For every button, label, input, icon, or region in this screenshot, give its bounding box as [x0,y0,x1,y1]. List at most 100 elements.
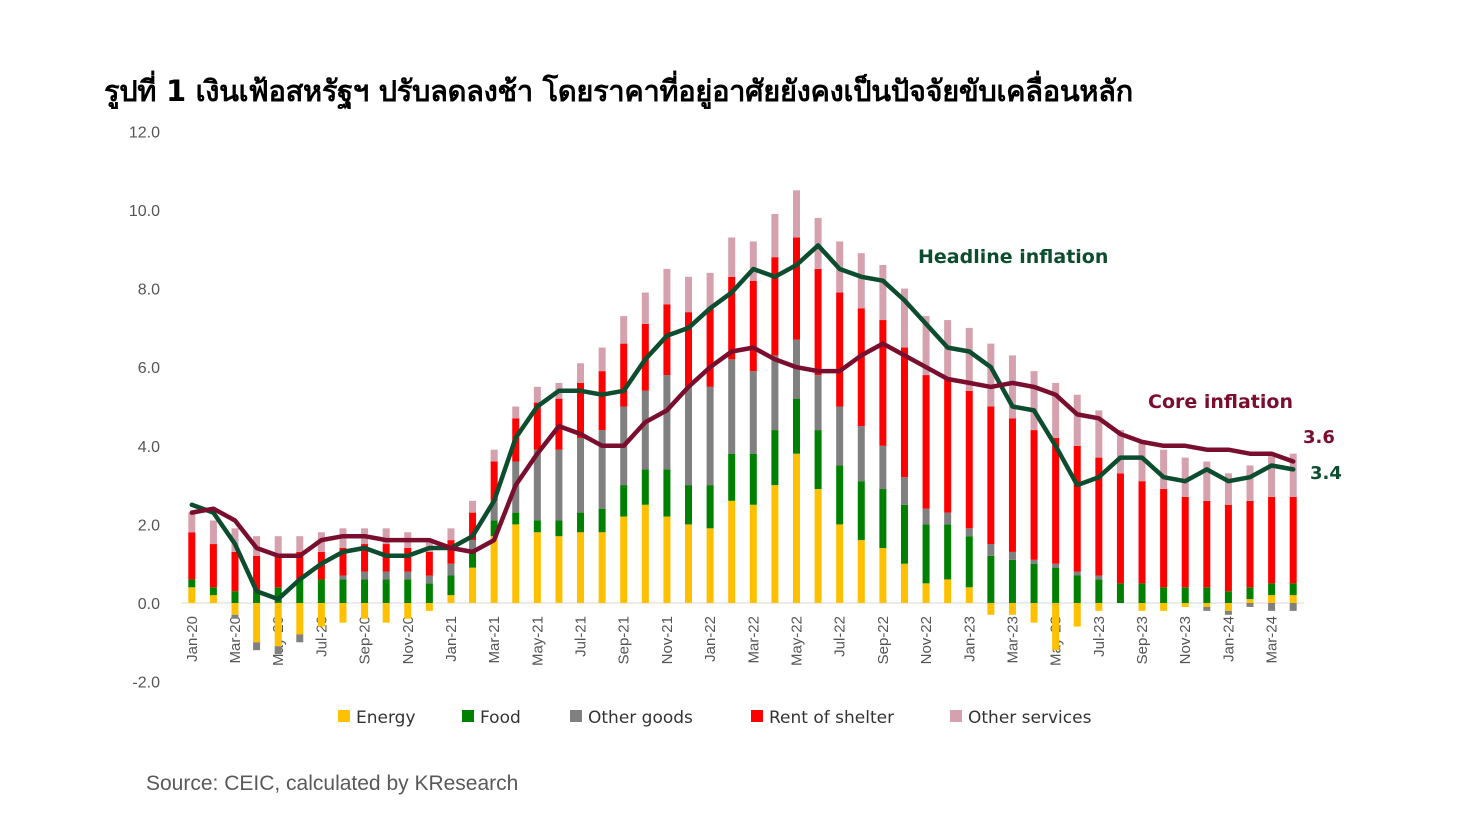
bar-segment [792,190,800,238]
bar-segment [663,469,671,517]
bar-segment [577,512,585,533]
x-tick-label: Mar-20 [227,616,244,664]
bar-segment [879,265,887,321]
bar-segment [209,544,217,588]
source-note: Source: CEIC, calculated by KResearch [146,772,519,795]
bar-segment [728,237,736,277]
bar-segment [490,536,498,603]
bar-segment [469,500,477,513]
bar-segment [339,547,347,576]
y-axis: -2.0 0.0 2.0 4.0 6.0 8.0 10.0 12.0 [129,124,160,691]
bar-segment [965,390,973,529]
bar-segment [836,465,844,525]
bar-segment [879,547,887,603]
bar-segment [814,430,822,490]
bar-segment [728,276,736,360]
legend-swatch [950,710,962,722]
bar-segment [1008,603,1016,615]
bar-segment [944,579,952,603]
x-tick-label: May-22 [788,616,805,666]
x-tick-label: Jul-20 [313,616,330,657]
bar-segment [814,268,822,376]
bar-segment [728,359,736,454]
bar-segment [296,634,304,643]
bar-segment [685,386,693,486]
bar-segment [533,532,541,603]
bar-segment [1073,575,1081,603]
bar-segment [987,603,995,615]
bar-segment [749,504,757,603]
y-tick-label: 4.0 [138,439,160,456]
bar-segment [1181,496,1189,588]
bar-segment [706,308,714,387]
bar-segment [447,595,455,603]
bar-segment [361,544,369,572]
bar-segment [836,406,844,466]
x-tick-label: Jan-24 [1220,616,1237,662]
annotations: Headline inflation Core inflation 3.6 3.… [918,246,1342,484]
x-tick-label: May-21 [529,616,546,666]
bar-segment [922,375,930,509]
bar-segment [1008,551,1016,560]
bar-segment [231,603,239,615]
legend-swatch [338,710,350,722]
bar-segment [641,390,649,470]
x-tick-label: Sep-22 [875,616,892,664]
x-tick-label: Jan-23 [961,616,978,662]
y-tick-label: 10.0 [129,203,160,220]
bar-segment [857,426,865,482]
bar-segment [965,528,973,537]
bar-segment [987,555,995,603]
bar-segment [1030,603,1038,623]
bar-segment [447,563,455,576]
bar-segment [1073,603,1081,627]
bar-segment [922,524,930,584]
bar-segment [771,430,779,486]
bar-segment [922,583,930,603]
bar-segment [1008,418,1016,552]
bar-segment [1008,355,1016,419]
bar-segment [965,327,973,391]
bar-segment [188,512,196,533]
bar-segment [253,591,261,603]
bar-segment [641,469,649,505]
bar-segment [728,453,736,501]
bar-segment [1052,567,1060,603]
x-tick-label: Mar-22 [745,616,762,664]
x-tick-label: Nov-23 [1177,616,1194,664]
bar-segment [1289,453,1297,497]
bar-segment [253,555,261,592]
bar-segment [706,386,714,486]
bar-segment [1289,496,1297,584]
bar-segment [339,603,347,623]
headline-inflation-line [189,243,1296,602]
bar-segment [1073,571,1081,576]
bar-segment [836,524,844,603]
bar-segment [771,257,779,356]
bar-segment [900,347,908,478]
bar-segment [253,603,261,643]
bar-segment [598,508,606,533]
bar-segment [1246,599,1254,603]
bar-segment [317,579,325,603]
bar-segment [188,579,196,588]
legend-label: Food [480,708,521,728]
page-title: รูปที่ 1 เงินเฟ้อสหรัฐฯ ปรับลดลงช้า โดยร… [104,74,1133,108]
bar-segment [425,575,433,584]
bar-segment [1160,489,1168,588]
bar-segment [1052,603,1060,651]
bar-segment [685,276,693,313]
bar-segment [274,587,282,603]
bar-segment [490,461,498,501]
bar-segment [792,237,800,340]
bar-segment [577,437,585,513]
bar-segment [598,532,606,603]
bar-segment [1268,603,1276,611]
bar-segment [1138,481,1146,584]
legend-label: Other services [968,708,1092,728]
core-inflation-label: Core inflation [1148,391,1293,413]
bar-segment [447,528,455,541]
bar-segment [771,355,779,431]
bar-segment [361,579,369,603]
bar-segment [274,536,282,556]
